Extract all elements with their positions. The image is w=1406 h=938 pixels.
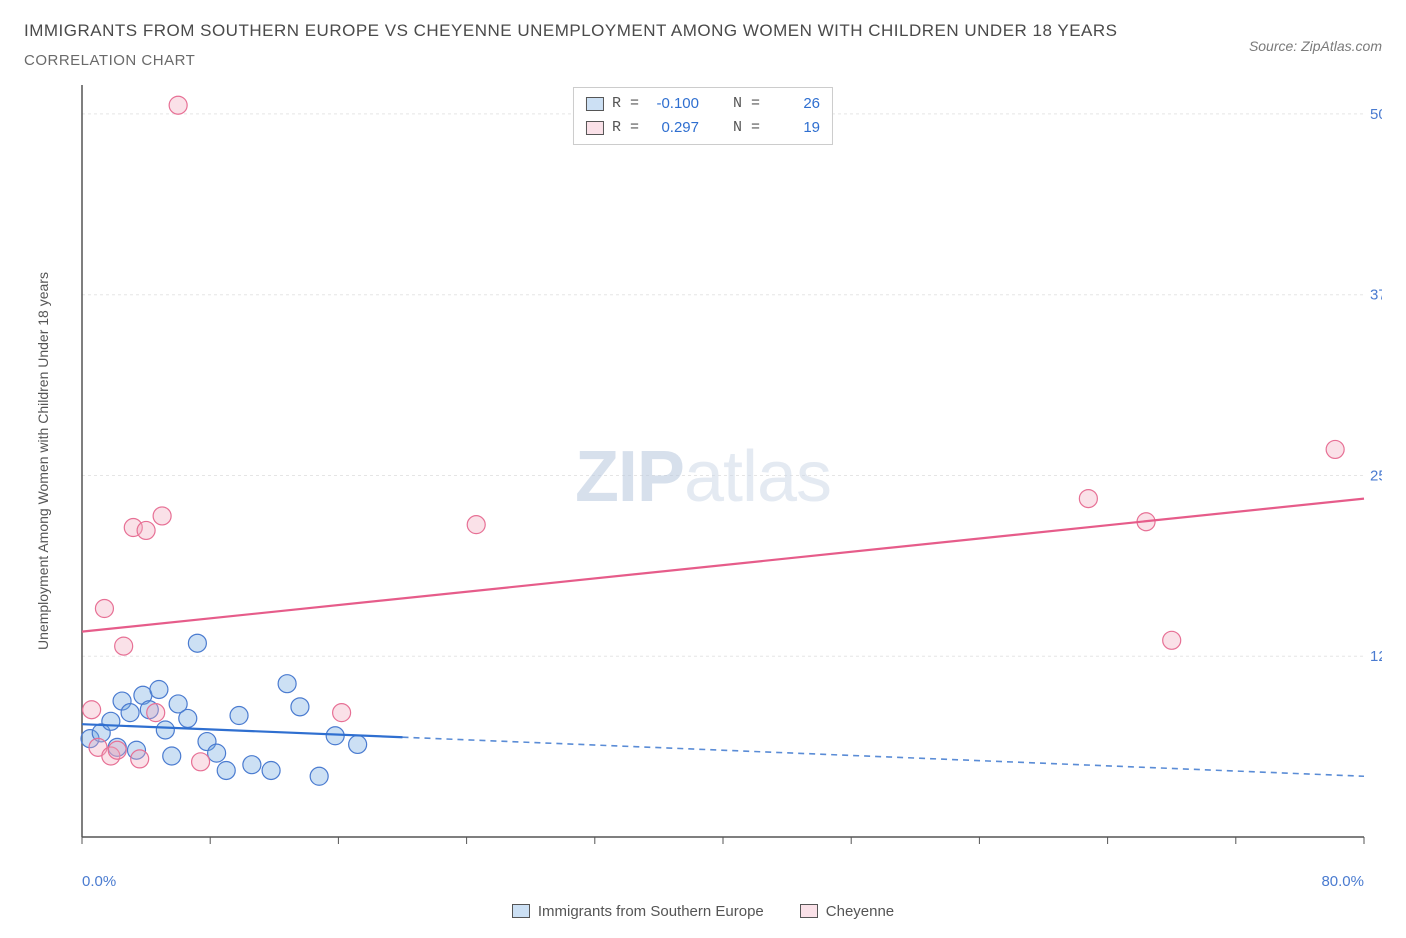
data-point-pink xyxy=(115,637,133,655)
series-legend: Immigrants from Southern Europe Cheyenne xyxy=(24,903,1382,920)
data-point-pink xyxy=(1079,489,1097,507)
y-tick-label: 12.5% xyxy=(1370,648,1382,665)
data-point-pink xyxy=(192,752,210,770)
data-point-pink xyxy=(467,515,485,533)
y-tick-label: 37.5% xyxy=(1370,286,1382,303)
data-point-blue xyxy=(243,755,261,773)
r-label: R = xyxy=(612,92,639,116)
data-point-pink xyxy=(83,700,101,718)
data-point-pink xyxy=(1163,631,1181,649)
data-point-blue xyxy=(188,634,206,652)
data-point-blue xyxy=(179,709,197,727)
data-point-blue xyxy=(163,747,181,765)
legend-row-pink: R = 0.297 N = 19 xyxy=(586,116,820,140)
data-point-blue xyxy=(217,761,235,779)
x-min-label: 0.0% xyxy=(82,873,116,890)
data-point-blue xyxy=(156,720,174,738)
n-label: N = xyxy=(733,116,760,140)
correlation-legend: R = -0.100 N = 26 R = 0.297 N = 19 xyxy=(573,87,833,145)
data-point-blue xyxy=(262,761,280,779)
trend-line-blue-extrapolated xyxy=(403,737,1365,776)
scatter-chart: 12.5% 25.0% 37.5% 50.0% Unemployment Among W… xyxy=(24,81,1382,873)
data-point-blue xyxy=(230,706,248,724)
data-point-blue xyxy=(291,697,309,715)
data-point-blue xyxy=(121,703,139,721)
data-point-pink xyxy=(153,506,171,524)
data-point-blue xyxy=(150,680,168,698)
n-label: N = xyxy=(733,92,760,116)
legend-label-pink: Cheyenne xyxy=(826,903,894,920)
r-value-blue: -0.100 xyxy=(647,92,699,116)
y-axis-title: Unemployment Among Women with Children U… xyxy=(35,272,51,650)
trend-line-blue xyxy=(82,724,403,737)
data-point-pink xyxy=(169,96,187,114)
data-point-blue xyxy=(349,735,367,753)
legend-item-pink: Cheyenne xyxy=(800,903,894,920)
data-point-blue xyxy=(208,744,226,762)
trend-line-pink xyxy=(82,498,1364,631)
y-tick-label: 25.0% xyxy=(1370,467,1382,484)
chart-subtitle: CORRELATION CHART xyxy=(24,52,1118,69)
data-point-pink xyxy=(131,749,149,767)
x-max-label: 80.0% xyxy=(1321,873,1364,890)
swatch-blue xyxy=(586,97,604,111)
x-axis-end-labels: 0.0% 80.0% xyxy=(24,873,1382,897)
data-point-blue xyxy=(102,712,120,730)
source-label: Source: ZipAtlas.com xyxy=(1249,38,1382,54)
r-label: R = xyxy=(612,116,639,140)
data-point-pink xyxy=(1326,440,1344,458)
r-value-pink: 0.297 xyxy=(647,116,699,140)
data-point-pink xyxy=(108,741,126,759)
data-point-pink xyxy=(95,599,113,617)
chart-title: IMMIGRANTS FROM SOUTHERN EUROPE VS CHEYE… xyxy=(24,18,1118,44)
data-point-pink xyxy=(147,703,165,721)
swatch-pink xyxy=(800,904,818,918)
legend-label-blue: Immigrants from Southern Europe xyxy=(538,903,764,920)
n-value-blue: 26 xyxy=(768,92,820,116)
chart-container: ZIPatlas 12.5%25.0%37.5%50.0%Unemploymen… xyxy=(24,81,1382,873)
n-value-pink: 19 xyxy=(768,116,820,140)
data-point-pink xyxy=(137,521,155,539)
legend-item-blue: Immigrants from Southern Europe xyxy=(512,903,764,920)
header-row: IMMIGRANTS FROM SOUTHERN EUROPE VS CHEYE… xyxy=(24,18,1382,69)
data-point-pink xyxy=(333,703,351,721)
data-point-blue xyxy=(278,674,296,692)
legend-row-blue: R = -0.100 N = 26 xyxy=(586,92,820,116)
swatch-pink xyxy=(586,121,604,135)
y-tick-label: 50.0% xyxy=(1370,105,1382,122)
swatch-blue xyxy=(512,904,530,918)
title-block: IMMIGRANTS FROM SOUTHERN EUROPE VS CHEYE… xyxy=(24,18,1118,69)
data-point-blue xyxy=(310,767,328,785)
